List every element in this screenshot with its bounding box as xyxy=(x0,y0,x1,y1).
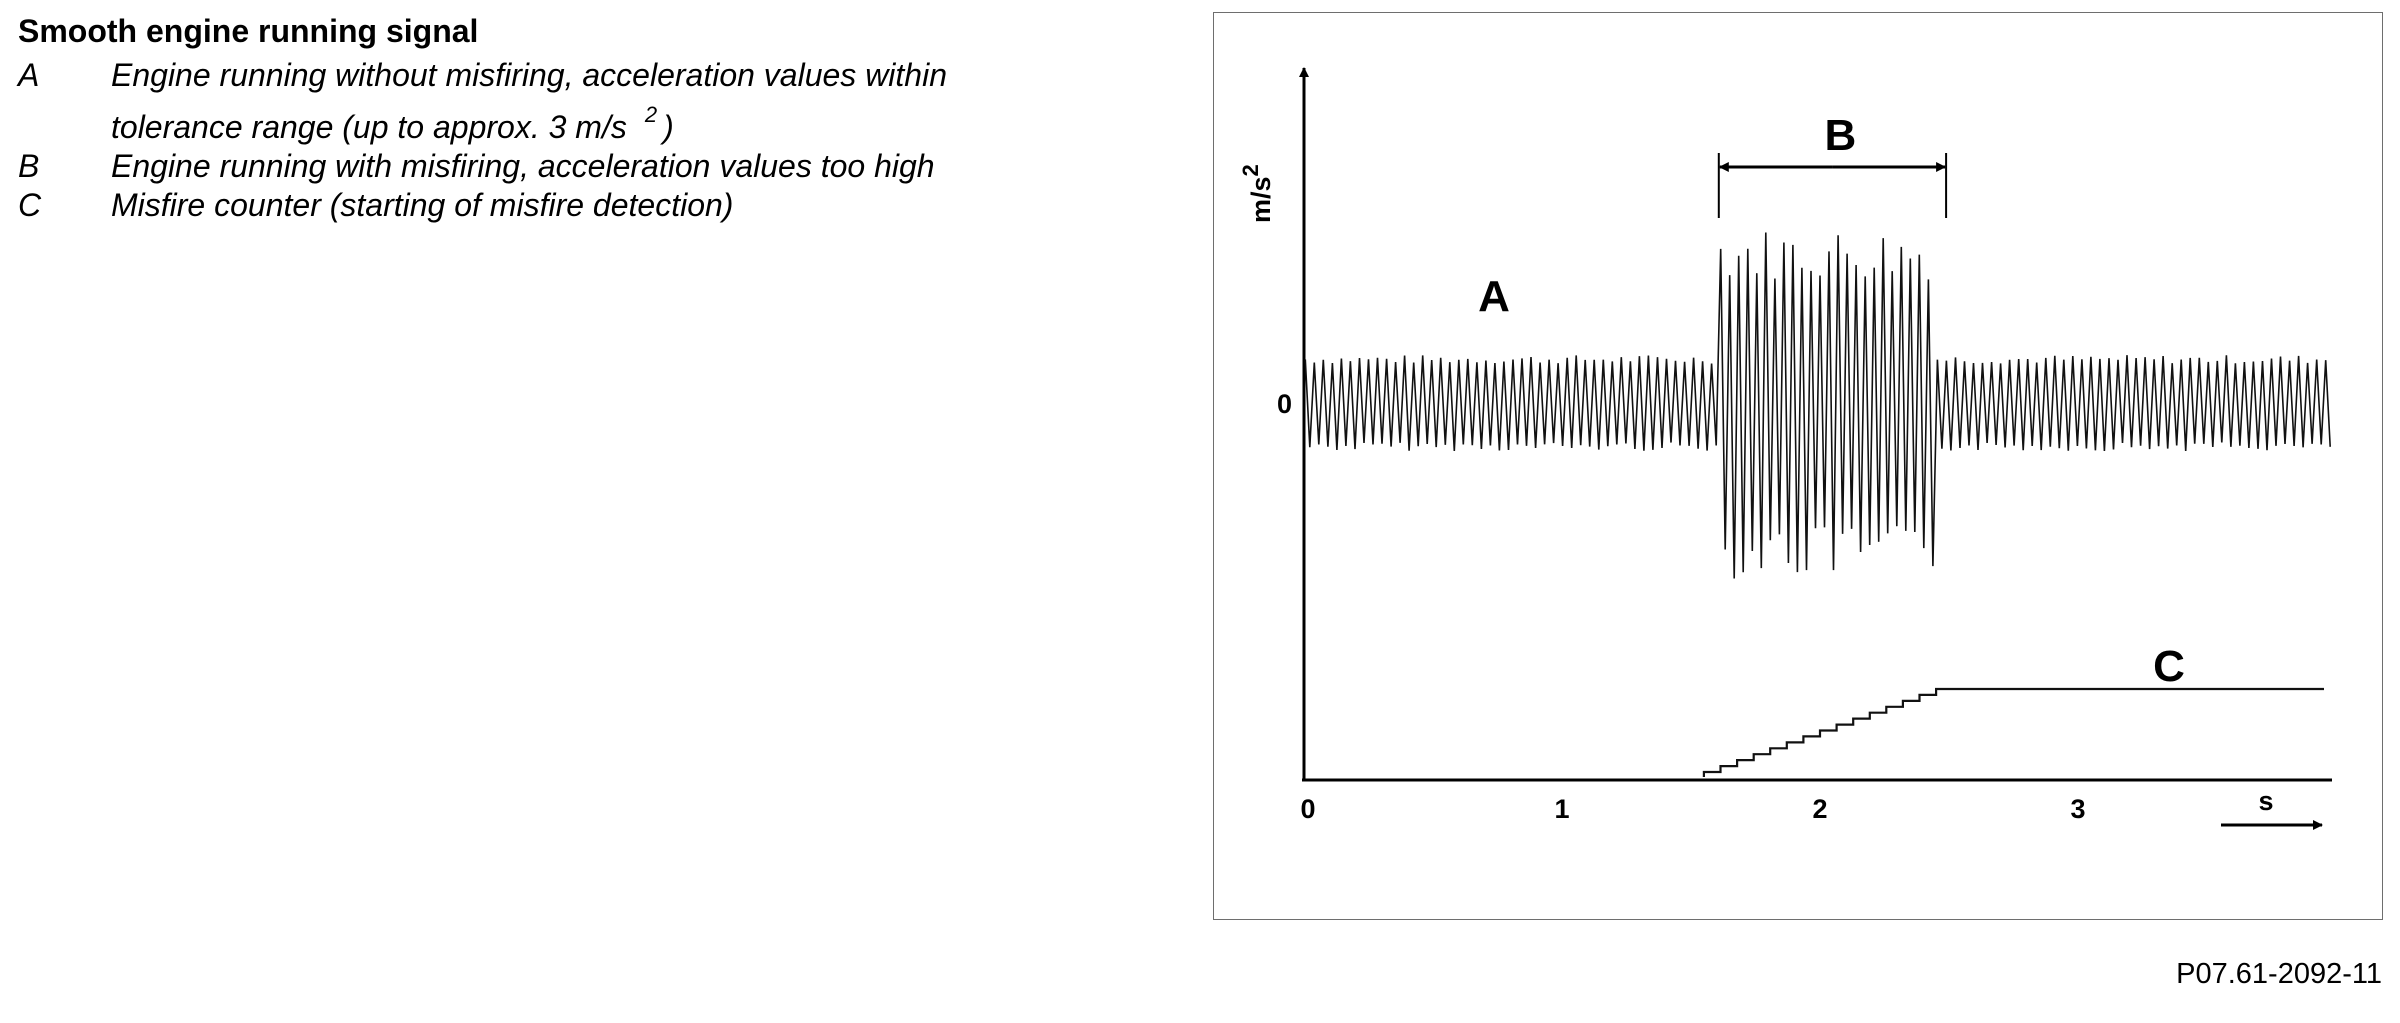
legend-text-line1: Engine running without misfiring, accele… xyxy=(111,57,947,93)
acceleration-signal-line xyxy=(1304,232,2331,579)
legend-item-a: A Engine running without misfiring, acce… xyxy=(18,56,1148,147)
legend-key: B xyxy=(18,148,40,184)
legend-text-line2: tolerance range (up to approx. 3 m/s xyxy=(111,109,627,145)
legend-item-b: B Engine running with misfiring, acceler… xyxy=(18,147,1148,186)
legend-text: Engine running with misfiring, accelerat… xyxy=(111,148,935,184)
annotation-b: B xyxy=(1825,111,1857,160)
legend-text: Misfire counter (starting of misfire det… xyxy=(111,187,734,223)
misfire-counter-line xyxy=(1702,687,2324,777)
y-tick-label: 0 xyxy=(1277,389,1292,419)
x-tick-label: 0 xyxy=(1300,794,1315,824)
chart-frame: m/s2 0 0 1 2 3 s A C B xyxy=(1213,12,2383,920)
annotation-a: A xyxy=(1478,272,1510,321)
legend-title: Smooth engine running signal xyxy=(18,13,479,49)
x-axis-label: s xyxy=(2258,786,2273,816)
y-axis-label: m/s2 xyxy=(1238,164,1276,223)
x-tick-label: 1 xyxy=(1554,794,1569,824)
figure-reference: P07.61-2092-11 xyxy=(2176,958,2382,990)
legend-superscript: 2 xyxy=(644,102,658,127)
x-tick-label: 3 xyxy=(2070,794,2085,824)
chart: m/s2 0 0 1 2 3 s A C B xyxy=(1238,67,2332,830)
x-tick-label: 2 xyxy=(1812,794,1827,824)
legend-item-c: C Misfire counter (starting of misfire d… xyxy=(18,186,1148,225)
annotation-c: C xyxy=(2153,642,2185,691)
legend-key: A xyxy=(18,57,40,93)
legend-key: C xyxy=(18,187,42,223)
legend-text: Engine running without misfiring, accele… xyxy=(111,56,1148,147)
legend-close-paren: ) xyxy=(663,109,674,145)
legend: Smooth engine running signal A Engine ru… xyxy=(18,12,1148,225)
